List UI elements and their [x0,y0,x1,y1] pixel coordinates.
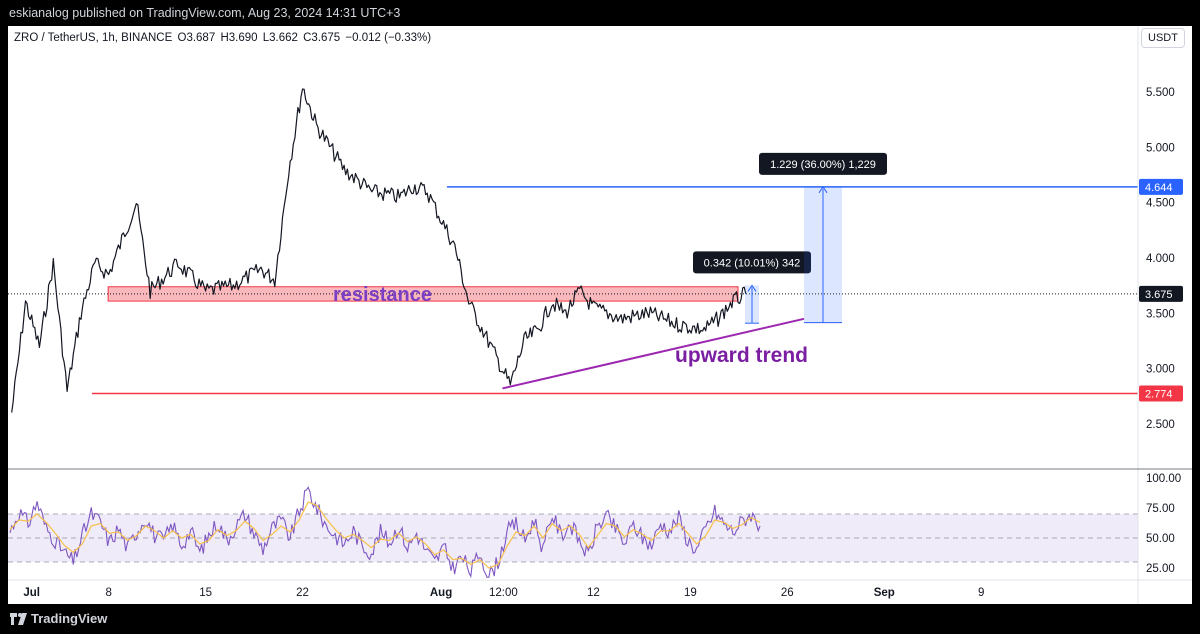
time-tick-label: 22 [296,587,309,599]
oscillator-tick-label: 100.00 [1146,473,1181,485]
tradingview-brand: TradingView [31,611,108,626]
time-tick-label: 12 [587,587,600,599]
current-price-label: 3.675 [1145,289,1173,301]
time-tick-label: Sep [874,587,895,599]
measure-label-box [759,152,887,175]
time-tick-label: 26 [781,587,794,599]
measure-label: 1.229 (36.00%) 1,229 [770,159,876,171]
price-tick-label: 3.500 [1146,308,1175,320]
low-value: L3.662 [262,32,298,44]
price-tick-label: 5.000 [1146,142,1175,154]
oscillator-pane [8,486,1138,579]
resistance-label: resistance [333,284,432,306]
axes: 5.500 5.000 4.500 4.000 3.500 3.000 2.500 Jul 8 1… [8,26,1192,604]
drawings: upward trend resistance 0.342 (10.01%) 342… [8,152,1138,395]
time-tick-label: Aug [430,587,452,599]
price-tick-label: 4.000 [1146,253,1175,265]
time-tick-label: 19 [684,587,697,599]
price-line [11,88,747,413]
trendline [502,317,805,390]
support-price-label: 2.774 [1145,389,1173,401]
time-tick-label: 9 [978,587,984,599]
publish-header: eskianalog published on TradingView.com,… [0,0,1200,26]
oscillator-signal-line [9,501,761,569]
publish-info: eskianalog published on TradingView.com,… [9,6,401,20]
tradingview-logo-icon [10,613,27,625]
price-tick-label: 5.500 [1146,87,1175,99]
open-value: O3.687 [177,32,216,44]
target-price-label: 4.644 [1145,182,1173,194]
oscillator-tick-label: 50.00 [1146,533,1175,545]
symbol-label[interactable]: ZRO / TetherUS, 1h, BINANCE [14,32,173,44]
price-series [11,88,747,413]
oscillator-band [8,514,1138,562]
measure-label: 0.342 (10.01%) 342 [704,257,801,269]
measure-arrow-head [747,284,757,292]
price-tick-label: 4.500 [1146,198,1175,210]
support-price-badge [1139,385,1183,402]
currency-button[interactable]: USDT [1141,28,1185,48]
change-value: −0.012 (−0.33%) [345,32,432,44]
current-price-badge [1139,285,1183,302]
close-value: C3.675 [303,32,341,44]
price-tick-label: 3.000 [1146,364,1175,376]
time-tick-label: 15 [199,587,212,599]
oscillator-tick-label: 25.00 [1146,563,1175,575]
oscillator-tick-label: 75.00 [1146,503,1175,515]
high-value: H3.690 [220,32,258,44]
price-tick-label: 2.500 [1146,419,1175,431]
measure-label-box [693,251,811,274]
time-tick-label: Jul [23,587,40,599]
target-price-badge [1139,178,1183,195]
time-tick-label: 8 [105,587,111,599]
trendline-label: upward trend [675,344,808,367]
footer-bar: TradingView [0,604,1200,634]
measure-arrow-head [818,185,828,194]
chart-panel[interactable] [8,26,1192,604]
time-tick-label: 12:00 [489,587,518,599]
ohlc-legend: ZRO / TetherUS, 1h, BINANCE O3.687 H3.69… [14,32,433,44]
